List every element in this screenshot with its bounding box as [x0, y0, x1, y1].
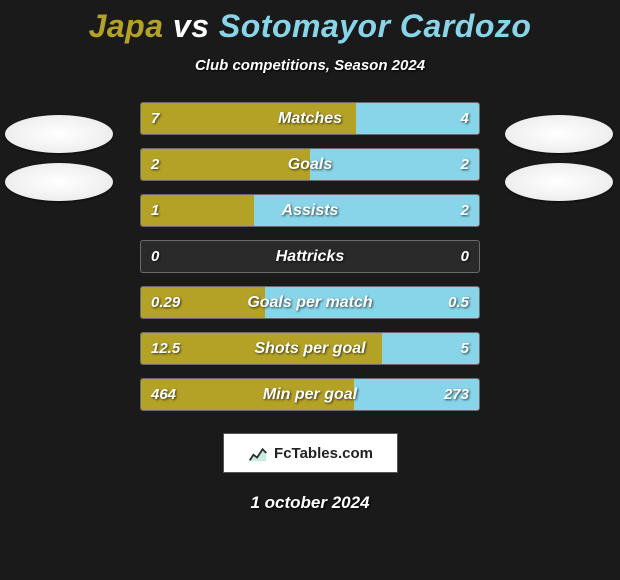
stat-row: 12.5 5Shots per goal	[140, 332, 480, 365]
stat-value-left: 464	[151, 379, 176, 410]
stat-value-right: 273	[444, 379, 469, 410]
player1-badge-1	[5, 115, 113, 153]
player1-badge-2	[5, 163, 113, 201]
stat-row: 0 0Hattricks	[140, 240, 480, 273]
stat-label: Matches	[141, 103, 479, 134]
stat-label: Min per goal	[141, 379, 479, 410]
stat-value-left: 0	[151, 241, 159, 272]
player2-badge-column	[505, 115, 615, 211]
stat-value-left: 0.29	[151, 287, 180, 318]
player2-badge-2	[505, 163, 613, 201]
stat-value-right: 0	[461, 241, 469, 272]
stat-label: Shots per goal	[141, 333, 479, 364]
brand-text: FcTables.com	[274, 445, 373, 462]
player1-name: Japa	[89, 8, 164, 44]
stat-label: Goals	[141, 149, 479, 180]
player1-badge-column	[5, 115, 115, 211]
brand-logo: FcTables.com	[223, 433, 398, 473]
subtitle: Club competitions, Season 2024	[0, 57, 620, 74]
stat-value-right: 4	[461, 103, 469, 134]
stat-label: Assists	[141, 195, 479, 226]
stat-row: 1 2Assists	[140, 194, 480, 227]
player2-badge-1	[505, 115, 613, 153]
stat-value-right: 2	[461, 149, 469, 180]
comparison-title: Japa vs Sotomayor Cardozo	[0, 0, 620, 45]
player2-name: Sotomayor Cardozo	[219, 8, 532, 44]
stat-row: 7 4Matches	[140, 102, 480, 135]
stat-value-left: 2	[151, 149, 159, 180]
stat-row: 2 2Goals	[140, 148, 480, 181]
stat-value-right: 2	[461, 195, 469, 226]
stat-value-left: 12.5	[151, 333, 180, 364]
stat-row: 464 273Min per goal	[140, 378, 480, 411]
stat-value-left: 7	[151, 103, 159, 134]
stat-value-right: 5	[461, 333, 469, 364]
stats-bars-container: 74Matches22Goals12Assists00Hattricks0.29…	[140, 102, 480, 411]
stat-value-right: 0.5	[448, 287, 469, 318]
chart-icon	[247, 442, 269, 464]
stat-value-left: 1	[151, 195, 159, 226]
date-label: 1 october 2024	[0, 493, 620, 513]
vs-label: vs	[173, 8, 210, 44]
stat-label: Goals per match	[141, 287, 479, 318]
stat-row: 0.29 0.5Goals per match	[140, 286, 480, 319]
stat-label: Hattricks	[141, 241, 479, 272]
